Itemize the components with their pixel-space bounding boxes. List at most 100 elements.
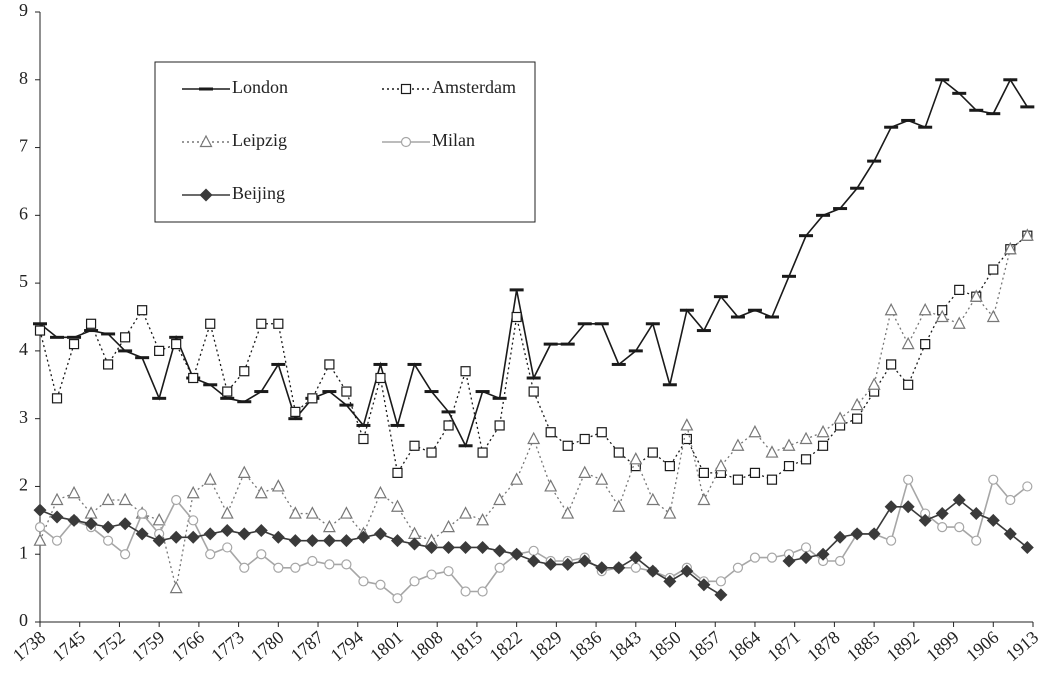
marker bbox=[833, 530, 847, 544]
marker bbox=[714, 588, 728, 602]
marker bbox=[918, 302, 932, 316]
marker bbox=[220, 524, 234, 537]
marker bbox=[493, 492, 507, 506]
marker bbox=[67, 513, 81, 527]
marker bbox=[33, 503, 47, 517]
y-tick-label: 5 bbox=[19, 271, 28, 291]
marker bbox=[85, 318, 97, 329]
legend: London Amsterdam Leipzig Milan Beijing bbox=[154, 61, 536, 223]
marker bbox=[169, 530, 183, 544]
y-tick-label: 0 bbox=[19, 610, 28, 630]
marker bbox=[102, 359, 114, 370]
marker bbox=[50, 510, 64, 524]
marker bbox=[256, 549, 267, 560]
marker bbox=[954, 284, 965, 295]
marker bbox=[527, 431, 541, 445]
marker bbox=[239, 562, 250, 573]
x-tick-label: 1815 bbox=[446, 627, 486, 665]
marker bbox=[800, 454, 812, 465]
legend-label: Leipzig bbox=[232, 130, 287, 150]
marker bbox=[477, 586, 488, 597]
marker bbox=[400, 83, 412, 95]
marker bbox=[408, 537, 422, 551]
marker bbox=[969, 507, 983, 521]
marker bbox=[307, 555, 318, 567]
marker bbox=[341, 386, 352, 397]
marker bbox=[765, 445, 779, 458]
series bbox=[33, 493, 1034, 602]
marker bbox=[595, 561, 609, 575]
marker bbox=[783, 461, 795, 472]
x-tick-label: 1752 bbox=[88, 627, 128, 665]
marker bbox=[442, 519, 456, 533]
marker bbox=[613, 447, 624, 458]
marker bbox=[390, 499, 404, 512]
marker bbox=[561, 557, 575, 571]
marker bbox=[460, 586, 471, 597]
x-tick-label: 1780 bbox=[247, 627, 287, 665]
x-tick-label: 1829 bbox=[525, 627, 565, 665]
marker bbox=[749, 552, 761, 563]
y-tick-label: 1 bbox=[19, 542, 28, 562]
marker bbox=[169, 580, 183, 594]
marker bbox=[390, 534, 404, 548]
x-tick-label: 1913 bbox=[1002, 627, 1042, 665]
marker bbox=[459, 506, 473, 519]
marker bbox=[220, 506, 234, 519]
marker bbox=[1005, 494, 1016, 506]
marker bbox=[34, 522, 46, 533]
marker bbox=[612, 561, 626, 575]
marker bbox=[680, 564, 694, 578]
marker bbox=[969, 289, 983, 302]
marker bbox=[171, 494, 182, 506]
marker bbox=[578, 554, 592, 568]
marker bbox=[373, 485, 387, 499]
marker bbox=[356, 530, 370, 544]
marker bbox=[392, 593, 403, 604]
series bbox=[33, 228, 1034, 594]
marker bbox=[324, 559, 335, 570]
marker bbox=[494, 420, 505, 431]
marker bbox=[477, 447, 488, 458]
marker bbox=[341, 559, 352, 570]
marker bbox=[833, 411, 847, 424]
x-tick-label: 1759 bbox=[128, 627, 168, 665]
marker bbox=[986, 513, 1000, 527]
marker bbox=[562, 440, 573, 451]
marker bbox=[273, 318, 284, 329]
marker bbox=[935, 507, 949, 521]
marker bbox=[954, 522, 965, 533]
marker bbox=[237, 465, 251, 478]
x-tick-label: 1857 bbox=[684, 627, 724, 665]
marker bbox=[647, 447, 658, 458]
marker bbox=[205, 549, 216, 560]
marker bbox=[186, 530, 200, 544]
marker bbox=[290, 406, 301, 417]
marker bbox=[612, 499, 626, 512]
marker bbox=[392, 467, 403, 478]
marker bbox=[697, 492, 711, 506]
x-tick-label: 1808 bbox=[406, 627, 446, 665]
marker bbox=[903, 474, 914, 485]
marker bbox=[578, 465, 592, 478]
marker bbox=[732, 474, 744, 485]
x-tick-label: 1864 bbox=[724, 627, 764, 665]
marker bbox=[322, 534, 336, 548]
marker bbox=[203, 472, 217, 485]
marker bbox=[596, 427, 607, 438]
marker bbox=[101, 520, 115, 534]
marker bbox=[188, 515, 199, 526]
marker bbox=[901, 336, 915, 350]
marker bbox=[782, 554, 796, 568]
y-tick-label: 8 bbox=[19, 68, 28, 88]
marker bbox=[731, 438, 745, 451]
marker bbox=[67, 485, 81, 499]
marker bbox=[884, 500, 898, 514]
marker bbox=[544, 479, 558, 492]
x-tick-label: 1892 bbox=[883, 627, 923, 665]
marker bbox=[425, 540, 439, 554]
y-tick-label: 4 bbox=[19, 339, 28, 359]
marker bbox=[442, 540, 456, 554]
marker bbox=[460, 366, 471, 377]
marker bbox=[664, 461, 675, 472]
